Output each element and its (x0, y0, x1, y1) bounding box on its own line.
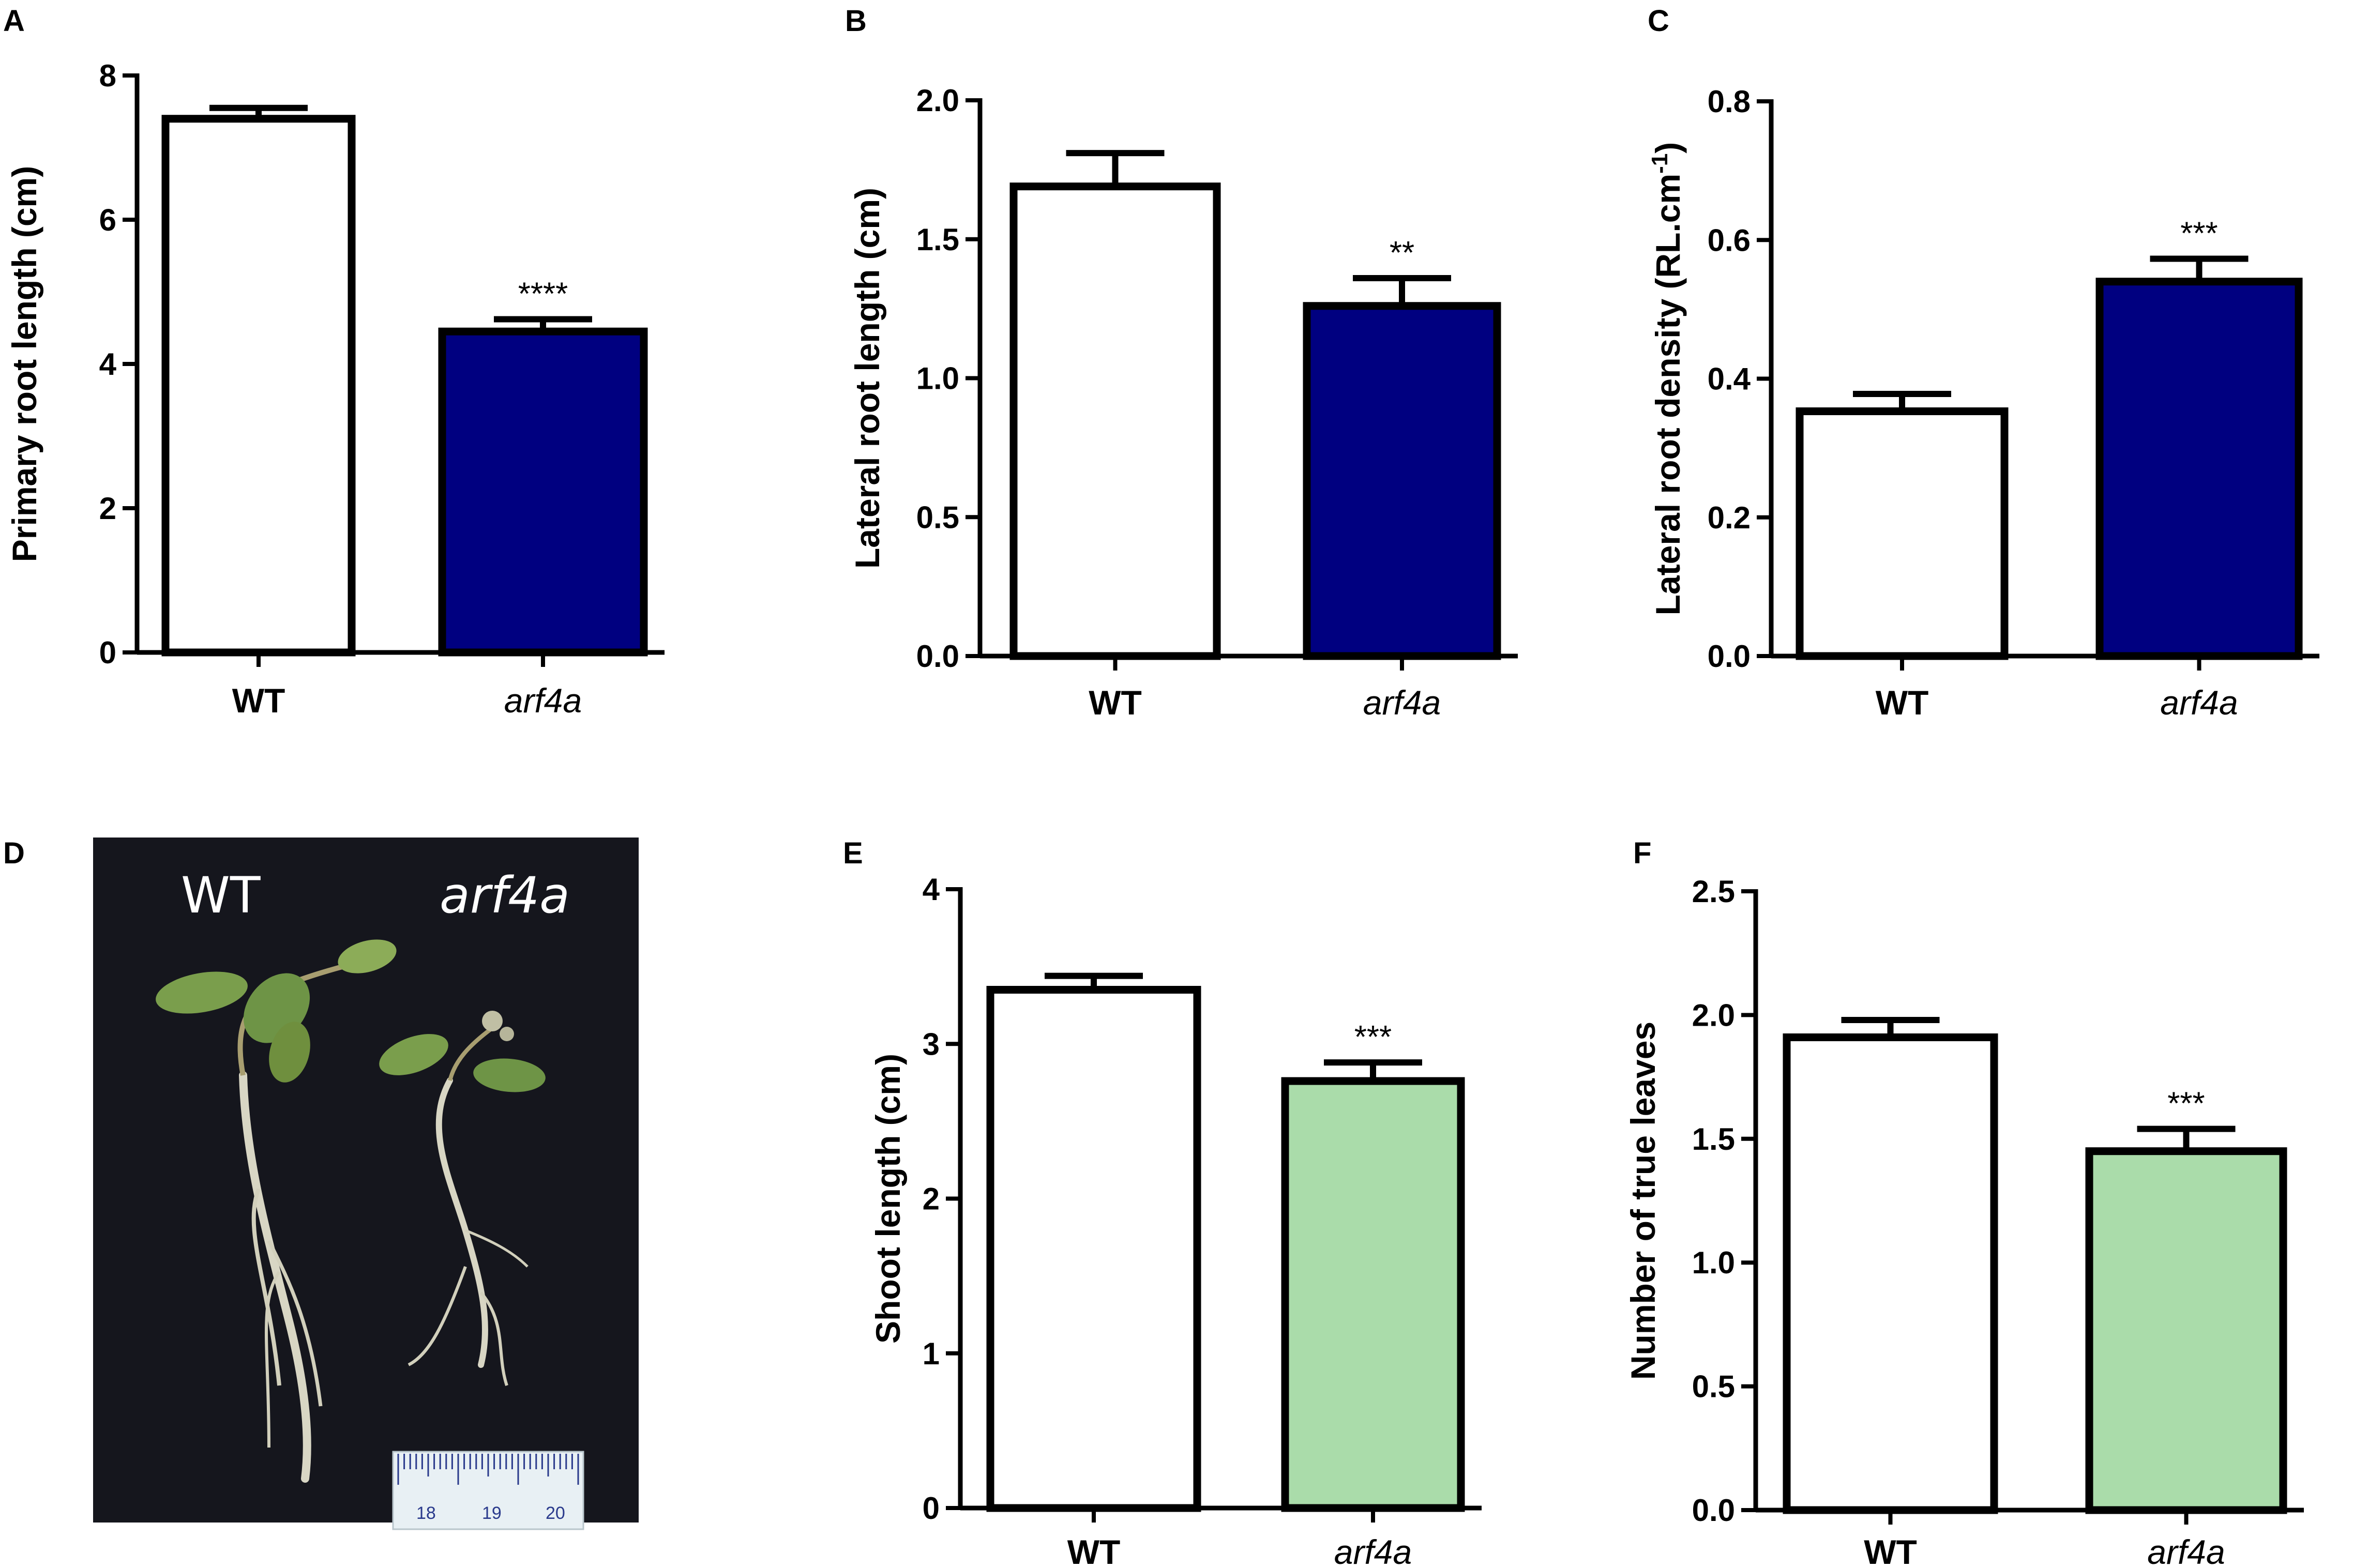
significance-label: *** (2180, 216, 2218, 251)
chart-panel-b: B WT ** arf4a 0.0 0.5 1.0 1.5 2.0 Lateral root le… (845, 4, 1518, 722)
y-tick-label: 0 (923, 1491, 940, 1526)
y-axis-title: Shoot length (cm) (869, 1054, 907, 1344)
bar-arf4a (1281, 1077, 1465, 1512)
y-axis-title: Number of true leaves (1624, 1022, 1662, 1380)
bar-wt (161, 115, 356, 657)
bar-wt (1796, 407, 2009, 660)
category-label: WT (1067, 1533, 1121, 1568)
panel-letter: B (845, 4, 867, 38)
chart-panel-c: C WT *** arf4a 0.0 0.2 0.4 0.6 0.8 Lateral root d… (1647, 4, 2319, 722)
significance-label: ** (1390, 235, 1414, 271)
y-axis-title: Lateral root density (RL.cm-1) (1647, 142, 1687, 616)
y-tick-label: 0.5 (916, 500, 959, 535)
category-label: arf4a (2147, 1533, 2225, 1568)
y-tick-label: 2.5 (1692, 874, 1735, 909)
ruler-number: 18 (416, 1503, 436, 1523)
y-tick-label: 8 (99, 58, 116, 93)
bar-arf4a (1303, 302, 1501, 660)
y-tick-label: 0.5 (1692, 1369, 1735, 1404)
bar-wt (1783, 1033, 1998, 1514)
photo-background (93, 838, 639, 1523)
category-label: WT (1089, 683, 1142, 722)
y-tick-label: 0.6 (1708, 223, 1751, 257)
y-tick-label: 2 (99, 491, 116, 526)
panel-letter: C (1648, 4, 1669, 38)
bar-arf4a (2085, 1147, 2287, 1514)
bar-wt (1009, 182, 1221, 660)
arf4a-seedling (379, 1011, 546, 1386)
y-tick-label: 0.2 (1708, 500, 1751, 535)
significance-label: **** (518, 277, 568, 312)
panel-letter: F (1633, 836, 1651, 870)
y-tick-label: 4 (99, 347, 117, 382)
panel-letter-d: D (3, 836, 25, 870)
y-tick-label: 1 (923, 1336, 940, 1371)
y-tick-label: 1.5 (1692, 1122, 1735, 1156)
y-tick-label: 1.5 (916, 222, 959, 257)
panel-letter: E (843, 836, 863, 870)
category-label: arf4a (2160, 683, 2238, 722)
y-tick-label: 0.8 (1708, 84, 1751, 119)
y-tick-label: 0.0 (1708, 639, 1751, 674)
category-label: arf4a (1363, 683, 1441, 722)
y-tick-label: 2.0 (1692, 998, 1735, 1032)
ruler-number: 20 (546, 1503, 565, 1523)
ruler-ticks (397, 1454, 579, 1485)
significance-label: *** (1354, 1019, 1392, 1055)
category-label: WT (1876, 683, 1929, 722)
panel-letter: A (3, 4, 25, 38)
scale-bar (119, 1528, 192, 1535)
y-tick-label: 1.0 (1692, 1245, 1735, 1280)
significance-label: *** (2167, 1086, 2205, 1122)
y-tick-label: 2 (923, 1182, 940, 1216)
y-tick-label: 0.0 (1692, 1493, 1735, 1528)
category-label: WT (232, 681, 285, 720)
category-label: arf4a (1334, 1533, 1412, 1568)
photo-label-wt: WT (181, 866, 261, 924)
panel-d-photo: D WT arf4a (3, 836, 639, 1535)
chart-panel-e: E WT *** arf4a 0 1 2 3 4 Shoot length (cm) (843, 836, 1482, 1568)
bar-arf4a (2095, 278, 2303, 660)
y-tick-label: 3 (923, 1027, 940, 1061)
y-tick-label: 6 (99, 203, 116, 237)
y-axis-title: Primary root length (cm) (5, 166, 43, 562)
wt-seedling (156, 939, 397, 1483)
bar-arf4a (438, 327, 648, 657)
photo-label-arf4a: arf4a (440, 866, 570, 924)
y-tick-label: 1.0 (916, 361, 959, 396)
category-label: WT (1864, 1533, 1917, 1568)
y-tick-label: 2.0 (916, 83, 959, 118)
chart-panel-a: A WT **** arf4a 0 2 4 6 8 Primary root length (cm… (3, 4, 665, 720)
chart-panel-f: F WT *** arf4a 0.0 0.5 1.0 1.5 2.0 2.5 Number of t… (1624, 836, 2304, 1568)
ruler: 18 19 20 (392, 1451, 584, 1530)
y-tick-label: 0 (99, 635, 116, 670)
bar-wt (986, 986, 1201, 1512)
ruler-number: 19 (482, 1503, 502, 1523)
category-label: arf4a (504, 681, 582, 720)
y-tick-label: 0.4 (1708, 362, 1751, 397)
y-tick-label: 4 (923, 872, 940, 907)
y-axis-title: Lateral root length (cm) (848, 188, 886, 569)
y-tick-label: 0.0 (916, 639, 959, 674)
